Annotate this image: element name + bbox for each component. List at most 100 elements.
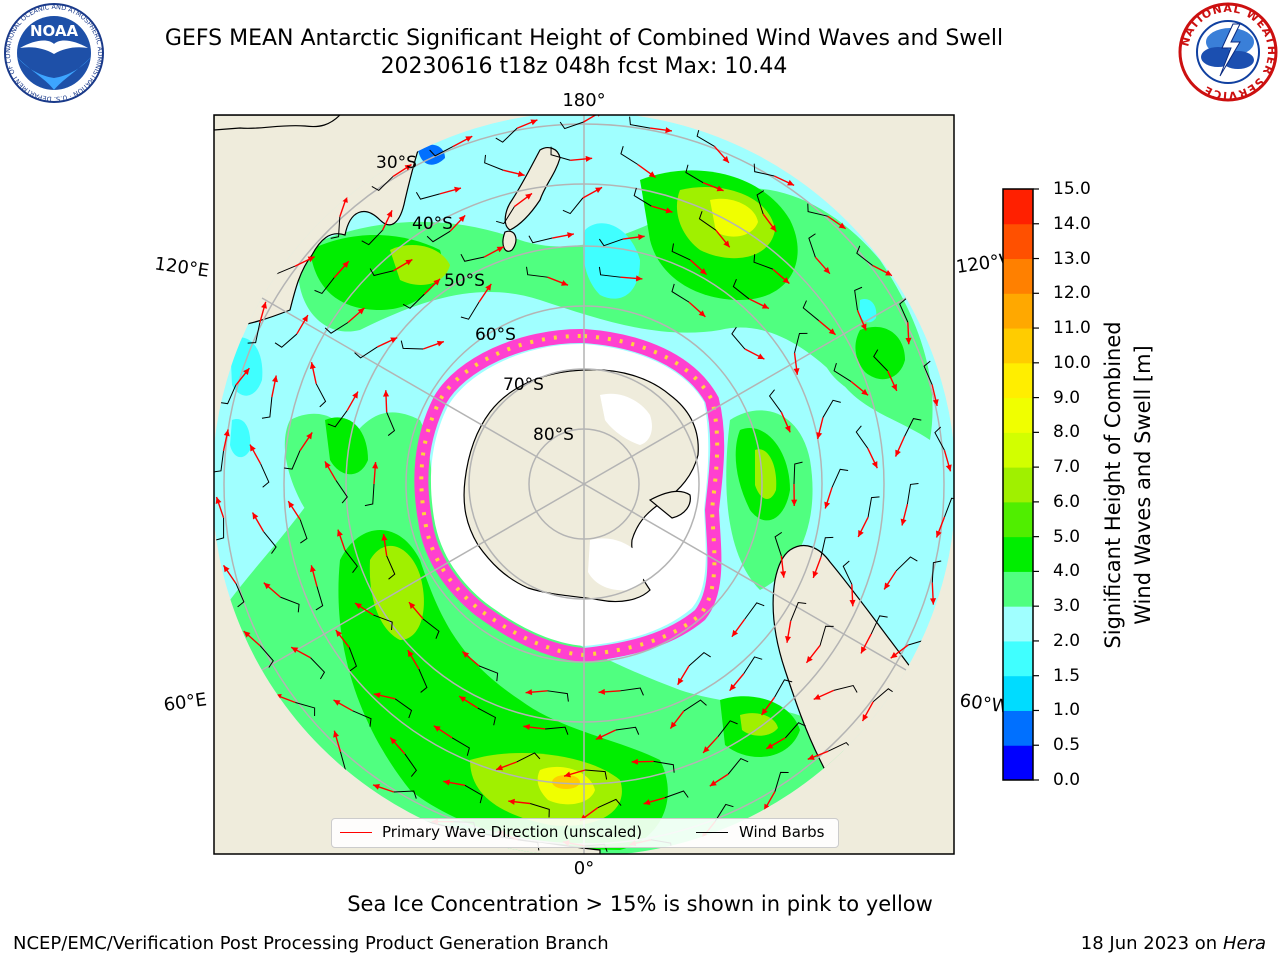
wave-direction-arrowhead	[525, 689, 533, 696]
wave-direction-arrowhead	[862, 714, 869, 722]
colorbar-tick-label: 1.0	[1053, 700, 1081, 721]
colorbar-tick-label: 14.0	[1053, 213, 1091, 234]
wave-direction-arrowhead	[709, 780, 717, 787]
wave-direction-arrow	[583, 115, 603, 123]
wave-direction-arrowhead	[665, 127, 672, 134]
wave-direction-arrowhead	[890, 651, 898, 659]
wave-direction-arrowhead	[766, 742, 774, 749]
colorbar-frame	[1002, 188, 1034, 781]
wind-barb	[330, 216, 341, 239]
colorbar-segment	[1003, 293, 1033, 329]
wind-barb	[633, 187, 652, 207]
colorbar-tick-label: 2.0	[1053, 630, 1081, 651]
wind-barb	[393, 790, 417, 799]
antarctic-peninsula	[648, 490, 691, 519]
colorbar-segment	[1003, 189, 1033, 225]
wave-direction-arrowhead	[250, 444, 256, 452]
wind-barb	[299, 519, 308, 544]
wind-barb	[934, 426, 945, 451]
wind-barb	[790, 602, 807, 622]
wave-direction-arrowhead	[523, 724, 530, 731]
wave-direction-arrowhead	[723, 240, 730, 248]
wind-barb	[597, 798, 622, 809]
wave-direction-arrowhead	[703, 746, 710, 753]
map-legend: Primary Wave Direction (unscaled) Wind B…	[331, 818, 839, 848]
wave-direction-arrowhead	[252, 512, 259, 520]
wind-barb	[664, 790, 689, 799]
wave-direction-arrowhead	[462, 651, 470, 658]
wind-barb	[260, 463, 270, 488]
wave-direction-arrowhead	[223, 565, 230, 573]
wind-barb	[460, 253, 485, 262]
wave-direction-arrowhead	[310, 565, 316, 573]
wind-barb	[731, 326, 746, 350]
colorbar-segment	[1003, 745, 1033, 781]
colorbar-segment	[1003, 536, 1033, 572]
wind-barb	[944, 497, 954, 518]
wind-barb	[547, 690, 569, 702]
colorbar-tick-label: 4.0	[1053, 561, 1081, 582]
wave-direction-arrowhead	[722, 156, 729, 163]
wind-barb	[422, 618, 440, 639]
wave-direction-arrowhead	[905, 337, 912, 345]
wind-barb	[315, 586, 324, 611]
wind-barb	[373, 614, 393, 631]
swh-field-10m	[552, 775, 580, 789]
wind-barb	[753, 163, 775, 177]
colorbar-tick-label: 0.5	[1053, 735, 1081, 756]
map-area	[214, 115, 954, 854]
wave-direction-arrowhead	[357, 307, 365, 315]
wind-barb	[793, 461, 803, 485]
wave-direction-arrowhead	[884, 582, 891, 590]
wave-direction-arrowhead	[530, 119, 538, 126]
wind-barb	[235, 583, 245, 608]
wave-direction-arrowhead	[598, 688, 606, 695]
wind-barb	[899, 298, 909, 323]
wind-barb	[923, 360, 933, 385]
wave-direction-arrowhead	[638, 234, 645, 241]
wave-direction-arrowhead	[307, 256, 315, 263]
wave-direction-legend-label: Primary Wave Direction (unscaled)	[382, 823, 643, 841]
wave-direction-arrowhead	[858, 529, 864, 537]
wave-direction-arrowhead	[823, 266, 830, 274]
wind-barb	[629, 116, 651, 129]
wave-direction-arrowhead	[309, 362, 316, 369]
wave-direction-arrowhead	[813, 694, 821, 700]
wave-direction-arrowhead	[263, 582, 271, 590]
wind-barb	[464, 784, 483, 804]
wave-direction-arrowhead	[791, 499, 798, 506]
colorbar-tick-label: 0.0	[1053, 770, 1081, 790]
wind-barb	[528, 235, 553, 244]
wave-direction-arrowhead	[383, 390, 390, 397]
wave-direction-arrowhead	[525, 193, 533, 200]
wind-barb	[361, 229, 383, 246]
wind-barb	[867, 496, 880, 518]
lon-label-bottom: 0°	[574, 858, 594, 879]
wind-barb	[314, 277, 335, 295]
wind-barb	[717, 720, 738, 737]
colorbar-tick-label: 15.0	[1053, 179, 1091, 199]
page-title: GEFS MEAN Antarctic Significant Height o…	[164, 26, 1004, 51]
wind-barb	[831, 468, 849, 488]
wave-direction-arrowhead	[352, 391, 358, 399]
forecast-subtitle: 20230616 t18z 048h fcst Max: 10.44	[380, 54, 788, 79]
date-text: 18 Jun 2023 on	[1080, 933, 1218, 954]
wave-direction-arrowhead	[891, 383, 897, 391]
wave-direction-arrowhead	[895, 449, 901, 457]
wind-barb	[274, 333, 298, 348]
wind-barb	[402, 293, 425, 309]
lon-label-upper-left: 120°E	[153, 253, 210, 281]
wave-direction-arrowhead	[785, 636, 792, 643]
colorbar-label-line1: Significant Height of Combined	[1101, 321, 1125, 649]
weddell-ice-shelf	[588, 538, 646, 591]
colorbar-segment	[1003, 501, 1033, 538]
wave-direction-arrowhead	[386, 210, 393, 218]
wind-barb	[744, 602, 765, 620]
wind-barb	[873, 349, 888, 372]
wind-barb	[698, 211, 717, 231]
wind-barb	[261, 397, 273, 419]
sea-ice-note: Sea Ice Concentration > 15% is shown in …	[347, 892, 933, 916]
wind-barb	[688, 651, 711, 667]
wave-direction-arrowhead	[860, 646, 867, 654]
